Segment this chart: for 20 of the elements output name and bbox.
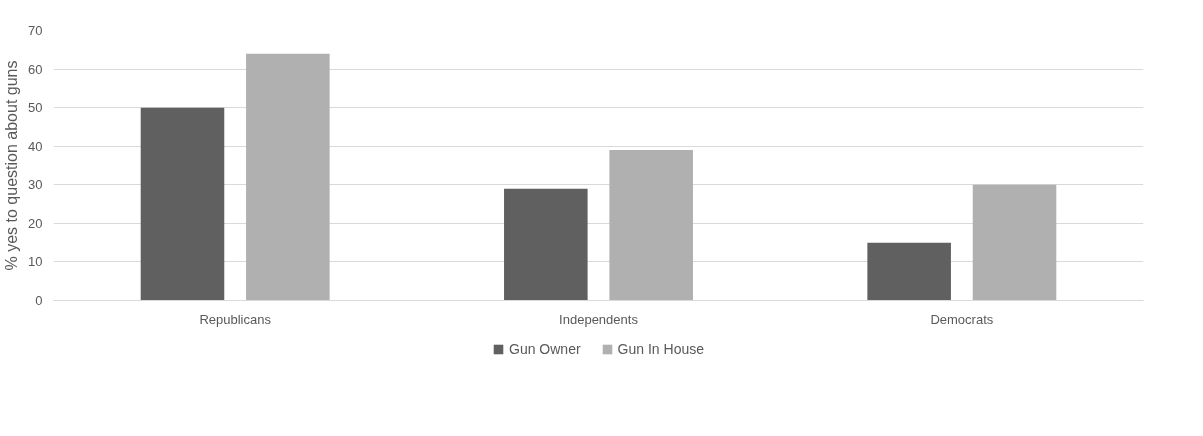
bar — [972, 184, 1057, 301]
y-tick-label: 0 — [35, 293, 43, 308]
x-tick-label: Democrats — [930, 311, 994, 327]
legend-label: Gun Owner — [509, 341, 581, 357]
y-tick-label: 50 — [28, 100, 43, 116]
x-tick-label: Republicans — [199, 311, 272, 327]
y-axis-title: % yes to question about guns — [3, 60, 21, 271]
bar — [609, 150, 693, 301]
y-tick-label: 70 — [28, 23, 43, 38]
y-tick-label: 30 — [28, 177, 43, 193]
y-tick-label: 60 — [28, 61, 43, 77]
bar — [140, 107, 225, 301]
y-tick-label: 20 — [28, 215, 43, 231]
bar — [246, 53, 330, 301]
x-tick-label: Independents — [559, 311, 639, 327]
bar — [504, 188, 588, 301]
bar — [867, 242, 951, 301]
y-tick-label: 10 — [28, 254, 43, 270]
legend-label: Gun In House — [617, 341, 704, 357]
y-tick-label: 40 — [28, 138, 43, 154]
